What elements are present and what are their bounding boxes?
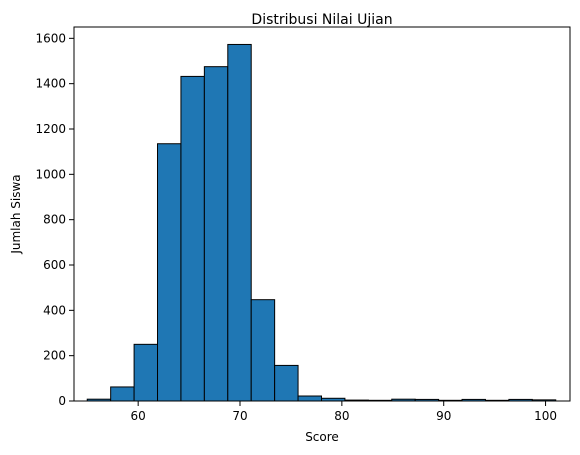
x-tick-label: 70 (232, 409, 247, 423)
y-tick-label: 600 (43, 258, 66, 272)
histogram-bar (157, 143, 182, 402)
histogram-bar (203, 66, 229, 402)
y-tick-label: 1600 (35, 31, 66, 45)
histogram-bar (297, 395, 322, 402)
histogram-bar (250, 299, 276, 402)
histogram-bar (274, 364, 299, 402)
y-tick-label: 1200 (35, 122, 66, 136)
y-tick-label: 800 (43, 213, 66, 227)
x-axis-ticks: 60 70 80 90 100 (131, 401, 557, 423)
bars-group (86, 43, 557, 402)
x-tick-label: 80 (334, 409, 349, 423)
histogram-bar (110, 386, 135, 402)
chart-title: Distribusi Nilai Ujian (251, 12, 392, 28)
y-tick-label: 0 (58, 394, 66, 408)
x-tick-label: 100 (534, 409, 557, 423)
histogram-bar (227, 43, 252, 402)
y-tick-label: 1400 (35, 77, 66, 91)
y-tick-label: 200 (43, 349, 66, 363)
y-tick-label: 400 (43, 303, 66, 317)
y-tick-label: 1000 (35, 167, 66, 181)
histogram-bar (180, 75, 205, 402)
x-tick-label: 60 (131, 409, 146, 423)
y-axis-ticks: 0 200 400 600 800 1000 1200 1400 1600 (35, 31, 74, 408)
histogram-bar (133, 343, 159, 402)
x-axis-label: Score (305, 430, 339, 444)
plot-frame (73, 26, 571, 402)
x-tick-label: 90 (436, 409, 451, 423)
y-axis-label: Jumlah Siswa (9, 174, 23, 254)
